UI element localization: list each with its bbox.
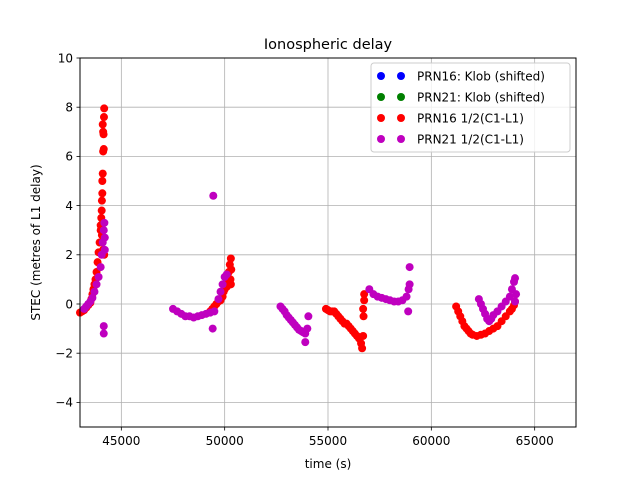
- data-point: [226, 280, 235, 289]
- data-point: [100, 218, 109, 227]
- data-point: [301, 338, 310, 347]
- data-point: [404, 307, 413, 316]
- data-point: [100, 233, 109, 242]
- legend-box: [370, 62, 571, 153]
- data-point: [96, 263, 105, 272]
- data-point: [92, 280, 101, 289]
- legend-marker: [397, 135, 405, 143]
- x-tick-label: 55000: [309, 434, 347, 448]
- data-point: [226, 254, 235, 263]
- y-axis-title: STEC (metres of L1 delay): [29, 164, 43, 320]
- legend-label: PRN16 1/2(C1-L1): [417, 111, 524, 125]
- data-point: [99, 145, 108, 154]
- data-point: [303, 324, 312, 333]
- data-point: [100, 104, 109, 113]
- data-point: [99, 322, 108, 331]
- data-point: [97, 206, 106, 215]
- data-point: [99, 329, 108, 338]
- legend-label: PRN21 1/2(C1-L1): [417, 132, 524, 146]
- data-point: [512, 290, 521, 299]
- y-tick-label: 0: [65, 297, 73, 311]
- data-point: [218, 280, 227, 289]
- chart-title: Ionospheric delay: [264, 37, 393, 53]
- x-axis-title: time (s): [305, 457, 352, 471]
- data-point: [99, 127, 108, 136]
- legend-marker: [377, 72, 385, 80]
- y-tick-label: 6: [65, 150, 73, 164]
- y-tick-label: 8: [65, 101, 73, 115]
- legend-marker: [377, 93, 385, 101]
- data-point: [505, 292, 514, 301]
- data-point: [402, 292, 411, 301]
- data-point: [359, 331, 368, 340]
- legend-marker: [377, 135, 385, 143]
- data-point: [222, 270, 231, 279]
- data-point: [216, 287, 225, 296]
- data-point: [359, 304, 368, 313]
- data-point: [405, 263, 414, 272]
- legend-label: PRN21: Klob (shifted): [417, 90, 545, 104]
- data-point: [210, 307, 219, 316]
- data-point: [209, 191, 218, 200]
- data-point: [99, 113, 108, 122]
- data-point: [405, 280, 414, 289]
- data-point: [99, 226, 108, 235]
- data-point: [98, 169, 107, 178]
- legend-marker: [397, 93, 405, 101]
- series-4: [80, 191, 521, 347]
- legend-marker: [377, 114, 385, 122]
- data-point: [90, 287, 99, 296]
- x-tick-label: 60000: [412, 434, 450, 448]
- data-point: [511, 274, 520, 283]
- data-point: [88, 293, 97, 302]
- axis-ticks: 45000 50000 55000 60000 65000 −4 −2 0 2 4 6 8 10: [55, 51, 553, 448]
- x-tick-label: 45000: [102, 434, 140, 448]
- y-tick-label: 2: [65, 248, 73, 262]
- data-points: [76, 104, 521, 353]
- y-tick-label: −4: [55, 396, 73, 410]
- data-point: [98, 177, 107, 185]
- data-point: [98, 189, 107, 198]
- y-tick-label: 4: [65, 199, 73, 213]
- data-point: [97, 196, 106, 205]
- data-point: [214, 295, 223, 304]
- data-point: [360, 296, 369, 305]
- legend-label: PRN16: Klob (shifted): [417, 69, 545, 83]
- y-tick-label: −2: [55, 347, 73, 361]
- data-point: [360, 290, 369, 299]
- data-point: [359, 312, 368, 321]
- x-tick-label: 65000: [516, 434, 554, 448]
- legend-marker: [397, 114, 405, 122]
- x-tick-label: 50000: [206, 434, 244, 448]
- legend: PRN16: Klob (shifted) PRN21: Klob (shifte…: [370, 62, 571, 153]
- legend-marker: [397, 72, 405, 80]
- data-point: [358, 344, 367, 353]
- data-point: [98, 120, 107, 129]
- data-point: [94, 272, 103, 281]
- data-point: [208, 324, 217, 333]
- data-point: [304, 312, 313, 321]
- data-point: [511, 297, 520, 306]
- data-point: [100, 245, 109, 254]
- y-tick-label: 10: [58, 51, 73, 65]
